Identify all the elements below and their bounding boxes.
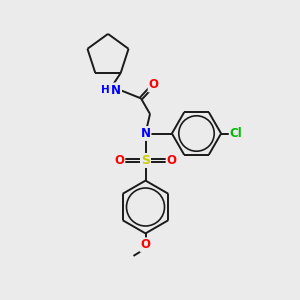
Text: Cl: Cl	[230, 127, 242, 140]
Text: N: N	[140, 127, 151, 140]
Text: O: O	[114, 154, 124, 167]
Text: S: S	[141, 154, 150, 167]
Text: H: H	[101, 85, 110, 95]
Text: O: O	[148, 78, 159, 92]
Text: O: O	[140, 238, 151, 251]
Text: O: O	[167, 154, 177, 167]
Text: N: N	[111, 83, 121, 97]
